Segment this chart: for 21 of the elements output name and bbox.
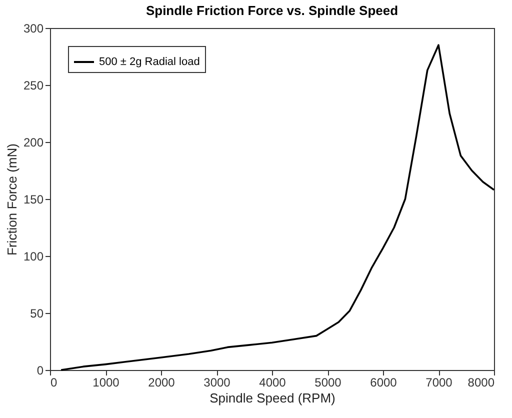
y-tick-label: 200 — [23, 136, 44, 150]
x-tick-label: 8000 — [468, 376, 495, 390]
x-tick-label: 6000 — [370, 376, 398, 390]
y-tick-label: 100 — [23, 250, 44, 264]
legend-label: 500 ± 2g Radial load — [99, 56, 200, 68]
x-tick-label: 5000 — [314, 376, 342, 390]
y-tick-label: 150 — [23, 192, 44, 206]
y-tick-label: 250 — [23, 78, 44, 92]
y-tick-label: 50 — [30, 306, 44, 320]
x-tick-label: 4000 — [259, 376, 286, 390]
x-tick-label: 3000 — [204, 376, 231, 390]
chart-title: Spindle Friction Force vs. Spindle Speed — [146, 3, 398, 18]
y-axis-title: Friction Force (mN) — [4, 144, 20, 256]
y-tick-label: 300 — [23, 22, 44, 36]
x-tick-label: 0 — [50, 376, 58, 390]
x-tick-label: 7000 — [426, 376, 453, 390]
y-tick-label: 0 — [36, 364, 44, 378]
line-series — [60, 44, 495, 371]
x-axis-title: Spindle Speed (RPM) — [210, 390, 336, 406]
x-tick-label: 1000 — [92, 376, 120, 390]
x-tick-label: 2000 — [148, 376, 176, 390]
